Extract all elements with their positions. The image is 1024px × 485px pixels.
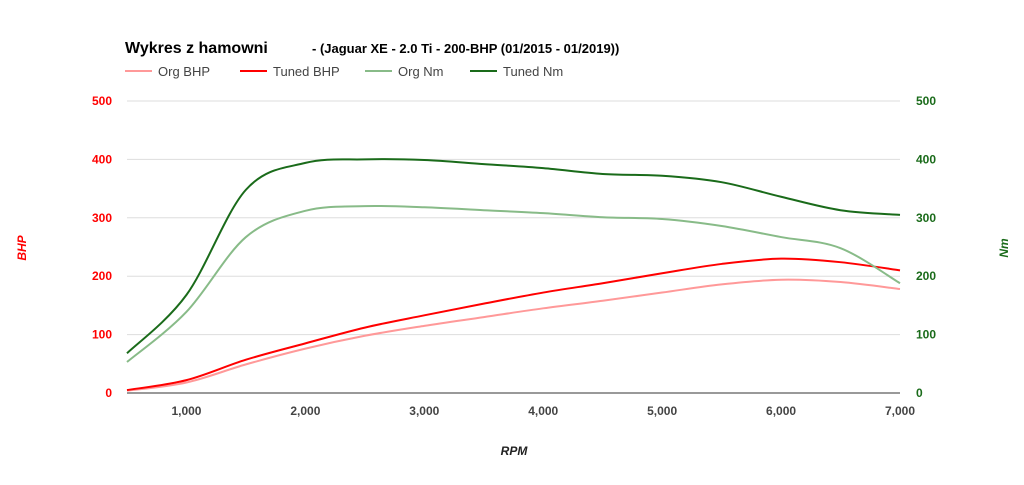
right-axis-label: Nm xyxy=(997,238,1011,258)
y-left-tick-label: 500 xyxy=(92,94,112,108)
legend: Org BHP Tuned BHP Org Nm Tuned Nm xyxy=(125,64,563,79)
legend-label: Org BHP xyxy=(158,64,210,79)
x-tick-label: 2,000 xyxy=(290,404,320,418)
gridlines xyxy=(127,100,900,394)
ticks: 0 0 100 100 200 200 300 300 400 400 500 500 1,000 2,0… xyxy=(92,94,936,418)
legend-label: Org Nm xyxy=(398,64,444,79)
legend-label: Tuned Nm xyxy=(503,64,563,79)
y-left-tick-label: 400 xyxy=(92,152,112,166)
chart-title: Wykres z hamowni xyxy=(125,40,268,57)
series-line-tuned-nm xyxy=(126,158,901,355)
series-line-tuned-bhp xyxy=(126,257,901,392)
y-right-tick-label: 300 xyxy=(916,211,936,225)
y-right-tick-label: 400 xyxy=(916,152,936,166)
y-right-tick-label: 0 xyxy=(916,386,923,400)
series-line-org-nm xyxy=(126,204,901,363)
series-line-org-bhp xyxy=(126,278,901,392)
series-lines xyxy=(126,158,901,392)
x-tick-label: 7,000 xyxy=(885,404,915,418)
x-tick-label: 3,000 xyxy=(409,404,439,418)
x-axis-label: RPM xyxy=(501,444,529,458)
x-tick-label: 1,000 xyxy=(171,404,201,418)
y-left-tick-label: 300 xyxy=(92,211,112,225)
x-tick-label: 4,000 xyxy=(528,404,558,418)
y-right-tick-label: 200 xyxy=(916,269,936,283)
chart-subtitle: - (Jaguar XE - 2.0 Ti - 200-BHP (01/2015… xyxy=(312,41,619,56)
y-left-tick-label: 100 xyxy=(92,328,112,342)
legend-label: Tuned BHP xyxy=(273,64,340,79)
y-right-tick-label: 100 xyxy=(916,328,936,342)
x-tick-label: 5,000 xyxy=(647,404,677,418)
left-axis-label: BHP xyxy=(15,234,29,260)
y-right-tick-label: 500 xyxy=(916,94,936,108)
y-left-tick-label: 0 xyxy=(105,386,112,400)
y-left-tick-label: 200 xyxy=(92,269,112,283)
x-tick-label: 6,000 xyxy=(766,404,796,418)
